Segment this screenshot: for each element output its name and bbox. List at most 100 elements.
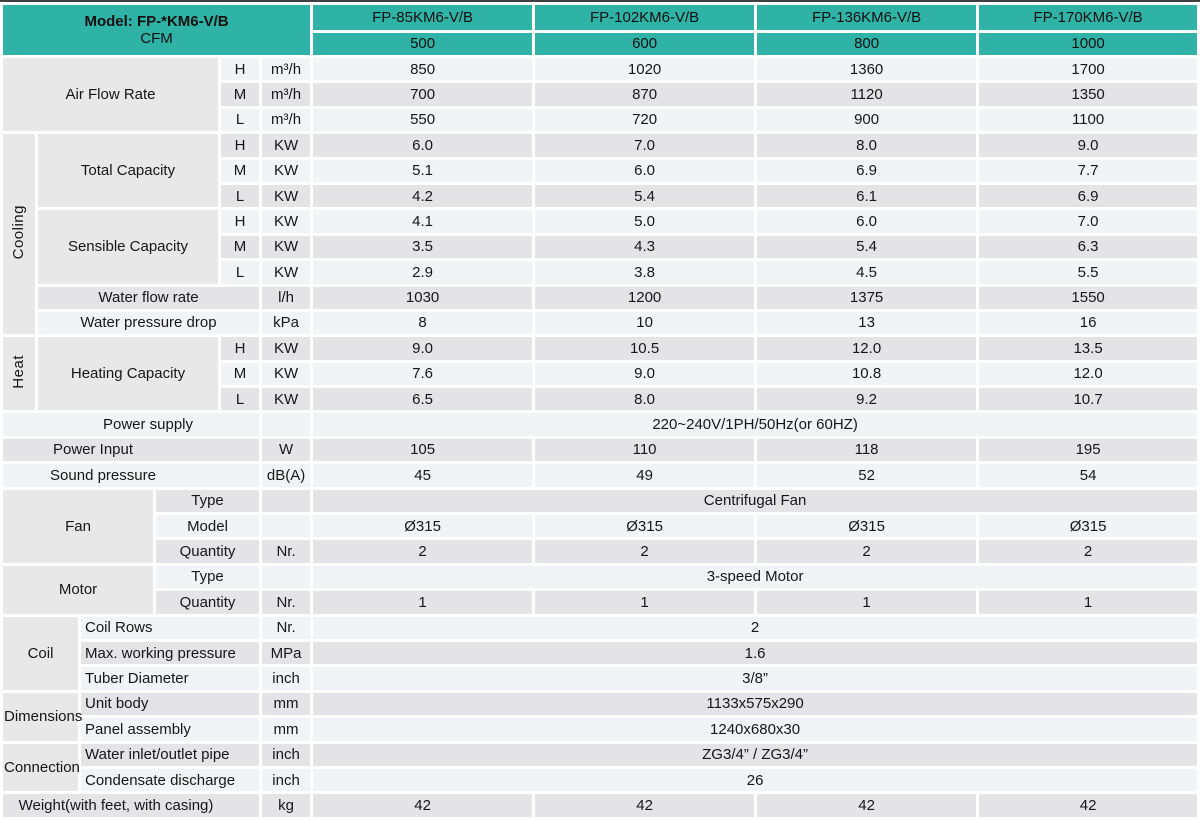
fan-type-value: Centrifugal Fan <box>313 489 1198 513</box>
air-flow-m-value: 1350 <box>979 83 1198 106</box>
heating-capacity-l-value: 10.7 <box>979 388 1198 411</box>
air-flow-h-value: 850 <box>313 58 533 81</box>
unit-cell: Nr. <box>262 616 311 639</box>
unit-body-label: Unit body <box>81 692 259 716</box>
fan-quantity-value: 2 <box>535 540 755 563</box>
condensate-discharge-label: Condensate discharge <box>81 768 259 792</box>
water-flow-rate-value: 1375 <box>757 286 977 309</box>
unit-cell: inch <box>262 743 311 766</box>
column-header-model-2: FP-102KM6-V/B <box>535 5 755 30</box>
water-pressure-drop-value: 16 <box>979 311 1198 335</box>
heating-capacity-m-value: 10.8 <box>757 362 977 386</box>
unit-cell: l/h <box>262 286 311 309</box>
coil-section-label: Coil <box>3 616 78 690</box>
motor-quantity-value: 1 <box>979 591 1198 614</box>
unit-cell: Nr. <box>262 591 311 614</box>
power-input-value: 195 <box>979 438 1198 462</box>
cfm-value-1: 500 <box>313 33 533 55</box>
weight-value: 42 <box>535 794 755 817</box>
water-pipe-label: Water inlet/outlet pipe <box>81 743 259 766</box>
water-pressure-drop-value: 13 <box>757 311 977 335</box>
power-input-value: 118 <box>757 438 977 462</box>
heating-capacity-h-value: 10.5 <box>535 337 755 360</box>
heating-capacity-l-value: 6.5 <box>313 388 533 411</box>
total-capacity-l-value: 6.1 <box>757 184 977 208</box>
unit-cell: dB(A) <box>262 464 311 487</box>
unit-cell: mm <box>262 718 311 741</box>
air-flow-label: Air Flow Rate <box>3 58 218 132</box>
motor-quantity-label: Quantity <box>156 591 259 614</box>
speed-label-m: M <box>221 83 259 106</box>
speed-label-l: L <box>221 184 259 208</box>
sound-pressure-value: 52 <box>757 464 977 487</box>
unit-cell: KW <box>262 362 311 386</box>
air-flow-h-value: 1020 <box>535 58 755 81</box>
unit-cell: KW <box>262 184 311 208</box>
unit-cell: KW <box>262 134 311 157</box>
sensible-capacity-l-value: 5.5 <box>979 261 1198 284</box>
total-capacity-m-value: 6.0 <box>535 159 755 182</box>
cfm-label: CFM <box>140 30 173 47</box>
sensible-capacity-h-value: 6.0 <box>757 210 977 233</box>
total-capacity-m-value: 5.1 <box>313 159 533 182</box>
unit-cell: m³/h <box>262 108 311 132</box>
max-working-pressure-value: 1.6 <box>313 641 1198 665</box>
model-header-cell: Model: FP-*KM6-V/B CFM <box>3 5 311 55</box>
unit-cell: m³/h <box>262 83 311 106</box>
air-flow-h-value: 1360 <box>757 58 977 81</box>
weight-value: 42 <box>979 794 1198 817</box>
unit-cell: MPa <box>262 641 311 665</box>
motor-section-label: Motor <box>3 565 153 614</box>
unit-cell: m³/h <box>262 58 311 81</box>
max-working-pressure-label: Max. working pressure <box>81 641 259 665</box>
coil-rows-value: 2 <box>313 616 1198 639</box>
heating-capacity-label: Heating Capacity <box>38 337 218 411</box>
heating-capacity-h-value: 12.0 <box>757 337 977 360</box>
sensible-capacity-h-value: 7.0 <box>979 210 1198 233</box>
cfm-value-4: 1000 <box>979 33 1198 55</box>
column-header-model-3: FP-136KM6-V/B <box>757 5 977 30</box>
column-header-model-4: FP-170KM6-V/B <box>979 5 1198 30</box>
unit-cell-empty <box>262 413 311 436</box>
unit-cell: KW <box>262 261 311 284</box>
tuber-diameter-value: 3/8” <box>313 667 1198 690</box>
speed-label-h: H <box>221 210 259 233</box>
speed-label-l: L <box>221 108 259 132</box>
unit-cell: kg <box>262 794 311 817</box>
unit-body-value: 1133x575x290 <box>313 692 1198 716</box>
total-capacity-label: Total Capacity <box>38 134 218 208</box>
fan-quantity-value: 2 <box>757 540 977 563</box>
sensible-capacity-m-value: 3.5 <box>313 235 533 259</box>
air-flow-h-value: 1700 <box>979 58 1198 81</box>
unit-cell: mm <box>262 692 311 716</box>
water-flow-rate-value: 1550 <box>979 286 1198 309</box>
air-flow-m-value: 1120 <box>757 83 977 106</box>
total-capacity-l-value: 6.9 <box>979 184 1198 208</box>
water-pressure-drop-label: Water pressure drop <box>38 311 259 335</box>
sound-pressure-value: 54 <box>979 464 1198 487</box>
water-flow-rate-value: 1030 <box>313 286 533 309</box>
fan-quantity-label: Quantity <box>156 540 259 563</box>
connection-section-label: Connection <box>3 743 80 792</box>
speed-label-l: L <box>221 261 259 284</box>
power-supply-value: 220~240V/1PH/50Hz(or 60HZ) <box>313 413 1198 436</box>
motor-quantity-value: 1 <box>757 591 977 614</box>
unit-cell-empty <box>262 515 311 538</box>
unit-cell: KW <box>262 210 311 233</box>
air-flow-l-value: 900 <box>757 108 977 132</box>
air-flow-l-value: 720 <box>535 108 755 132</box>
total-capacity-h-value: 8.0 <box>757 134 977 157</box>
power-input-label: Power Input <box>3 438 259 462</box>
motor-type-label: Type <box>156 565 259 589</box>
heating-capacity-m-value: 12.0 <box>979 362 1198 386</box>
fan-model-value: Ø315 <box>313 515 533 538</box>
air-flow-l-value: 1100 <box>979 108 1198 132</box>
speed-label-h: H <box>221 134 259 157</box>
water-flow-rate-value: 1200 <box>535 286 755 309</box>
sound-pressure-label: Sound pressure <box>3 464 259 487</box>
water-pressure-drop-value: 8 <box>313 311 533 335</box>
heat-section-label: Heat <box>3 337 35 411</box>
speed-label-h: H <box>221 337 259 360</box>
sensible-capacity-h-value: 4.1 <box>313 210 533 233</box>
